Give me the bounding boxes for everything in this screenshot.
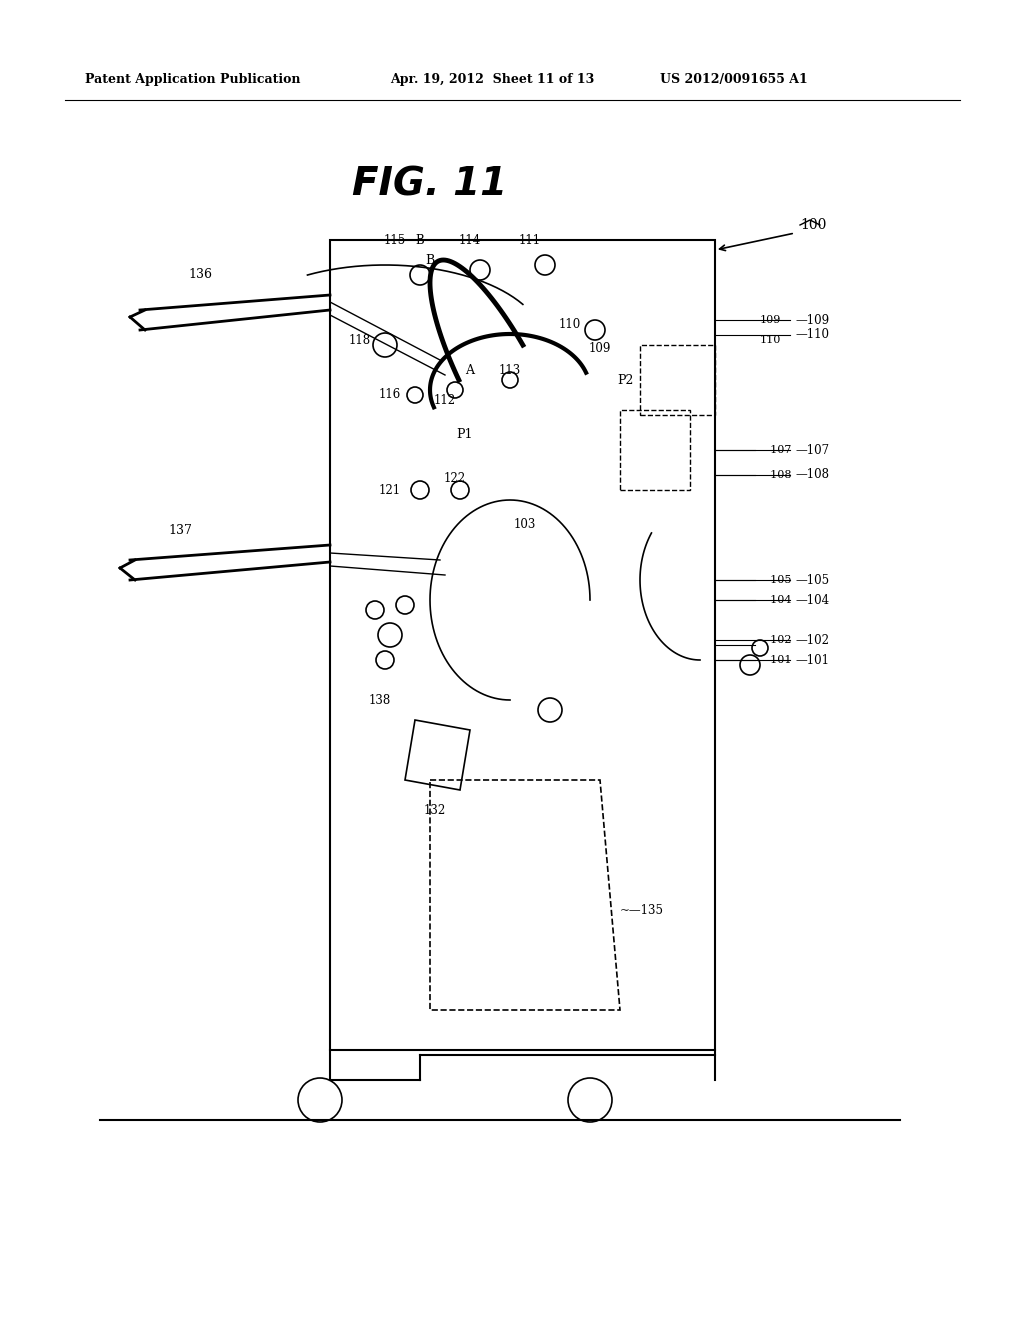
Text: —101: —101: [795, 653, 829, 667]
Text: 103: 103: [514, 519, 537, 532]
Text: —105: —105: [795, 573, 829, 586]
Text: 109: 109: [589, 342, 611, 355]
Text: US 2012/0091655 A1: US 2012/0091655 A1: [660, 74, 808, 87]
Text: 100: 100: [800, 218, 826, 232]
Text: 109: 109: [760, 315, 781, 325]
Text: —107: —107: [795, 444, 829, 457]
Text: —108: —108: [795, 469, 829, 482]
Text: 132: 132: [424, 804, 446, 817]
Text: 114: 114: [459, 234, 481, 247]
Text: 110: 110: [760, 335, 781, 345]
Text: Apr. 19, 2012  Sheet 11 of 13: Apr. 19, 2012 Sheet 11 of 13: [390, 74, 594, 87]
Text: —102: —102: [760, 635, 793, 645]
Text: 110: 110: [559, 318, 582, 331]
Text: P2: P2: [616, 374, 633, 387]
Text: 111: 111: [519, 234, 541, 247]
Text: A: A: [466, 363, 474, 376]
Text: Patent Application Publication: Patent Application Publication: [85, 74, 300, 87]
Text: 118: 118: [349, 334, 371, 346]
Text: —105: —105: [760, 576, 793, 585]
Text: 116: 116: [379, 388, 401, 401]
Text: —104: —104: [760, 595, 793, 605]
Text: —108: —108: [760, 470, 793, 480]
Text: —101: —101: [760, 655, 793, 665]
Text: 122: 122: [444, 471, 466, 484]
Text: ~—135: ~—135: [620, 903, 664, 916]
Text: 136: 136: [188, 268, 212, 281]
Text: —109: —109: [795, 314, 829, 326]
Text: 115: 115: [384, 234, 407, 247]
Text: —102: —102: [795, 634, 829, 647]
Text: B: B: [416, 234, 424, 247]
Text: —107: —107: [760, 445, 793, 455]
Text: 137: 137: [168, 524, 191, 536]
Text: —110: —110: [795, 329, 829, 342]
Text: FIG. 11: FIG. 11: [352, 166, 508, 205]
Text: P1: P1: [457, 429, 473, 441]
Text: 138: 138: [369, 693, 391, 706]
Text: 121: 121: [379, 483, 401, 496]
Text: 112: 112: [434, 393, 456, 407]
Text: —104: —104: [795, 594, 829, 606]
Text: B: B: [425, 253, 434, 267]
Text: 113: 113: [499, 363, 521, 376]
